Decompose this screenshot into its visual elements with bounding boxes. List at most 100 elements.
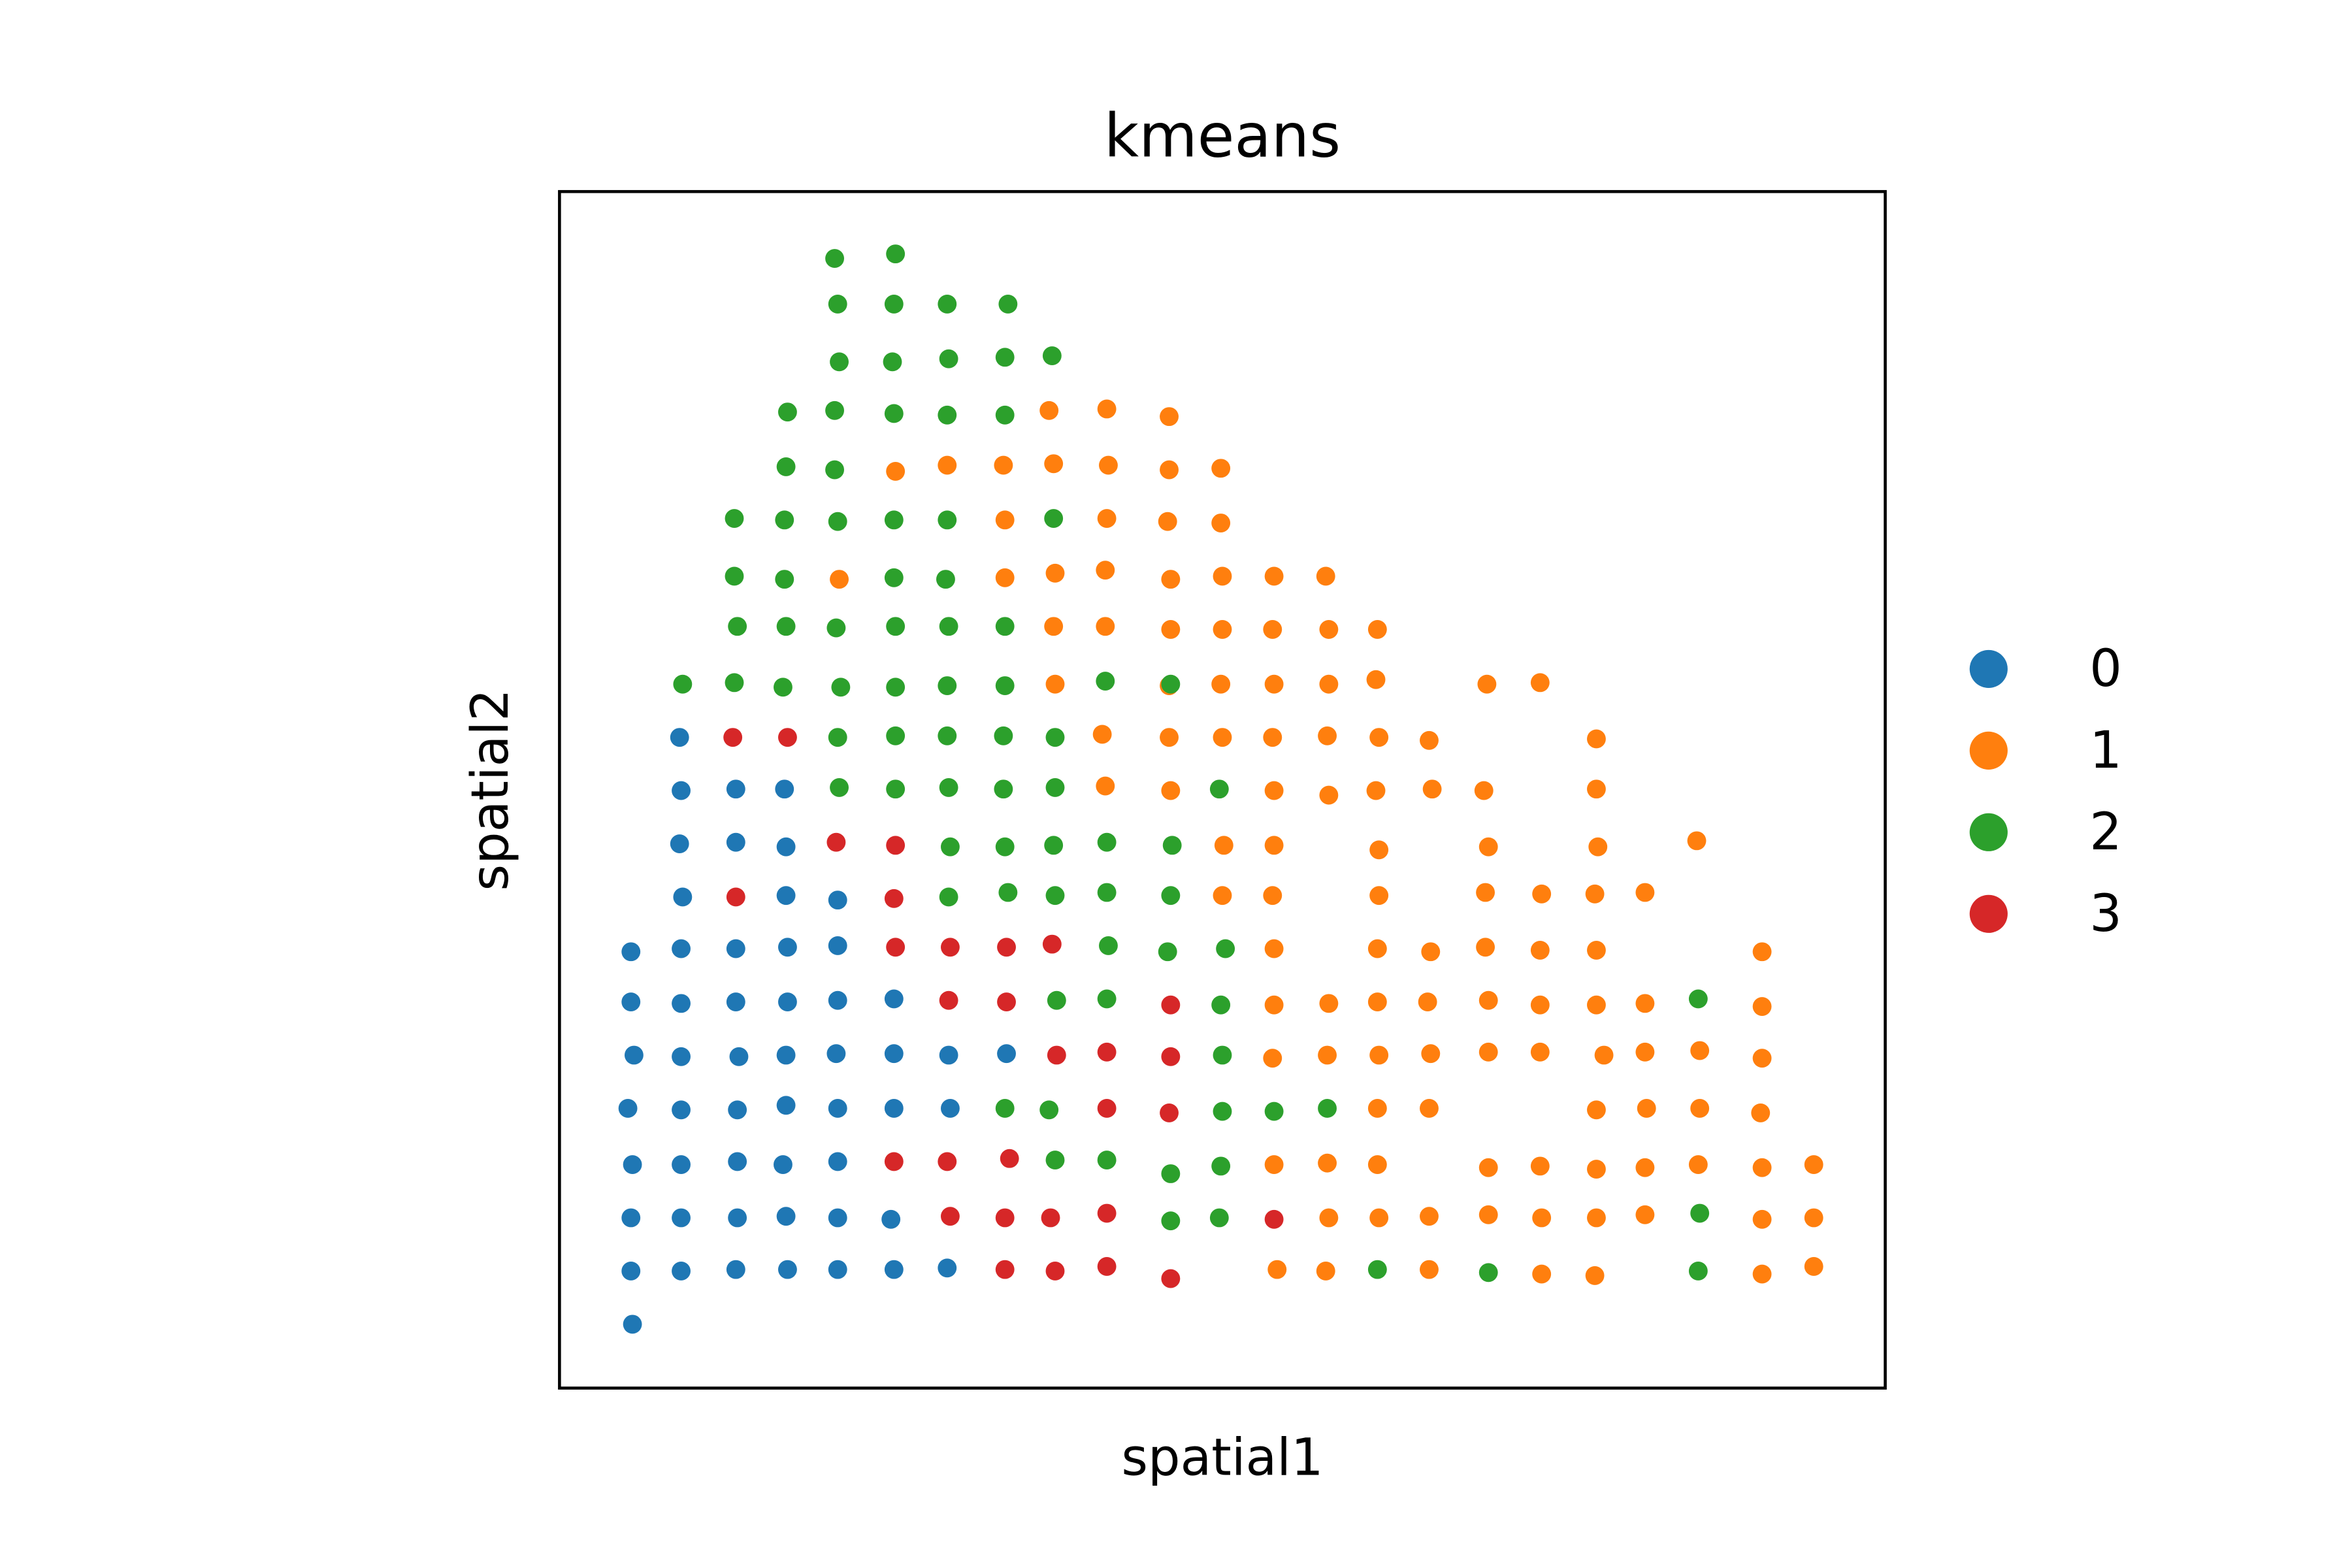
data-point-cluster-2 bbox=[1045, 1151, 1065, 1169]
data-point-cluster-2 bbox=[884, 510, 904, 530]
data-point-cluster-1 bbox=[830, 570, 849, 589]
data-point-cluster-1 bbox=[1587, 941, 1606, 960]
data-point-cluster-3 bbox=[884, 889, 904, 908]
legend-label-3: 3 bbox=[2089, 885, 2122, 943]
data-point-cluster-2 bbox=[825, 400, 844, 420]
data-point-cluster-0 bbox=[938, 1258, 957, 1278]
data-point-cluster-2 bbox=[884, 404, 904, 423]
data-point-cluster-2 bbox=[828, 728, 847, 747]
data-point-cluster-1 bbox=[1097, 399, 1117, 419]
data-point-cluster-1 bbox=[1264, 1155, 1284, 1174]
data-point-cluster-1 bbox=[1211, 674, 1231, 694]
data-point-cluster-3 bbox=[1042, 934, 1062, 954]
data-point-cluster-1 bbox=[1420, 1207, 1439, 1226]
data-point-cluster-2 bbox=[995, 837, 1015, 857]
data-point-cluster-1 bbox=[1752, 942, 1772, 962]
data-point-cluster-0 bbox=[728, 1152, 747, 1171]
data-point-cluster-1 bbox=[1422, 779, 1442, 799]
data-point-cluster-0 bbox=[778, 1260, 797, 1279]
data-point-cluster-2 bbox=[1099, 936, 1118, 955]
data-point-cluster-1 bbox=[1690, 1041, 1710, 1060]
data-point-cluster-2 bbox=[1162, 836, 1182, 855]
data-point-cluster-1 bbox=[1478, 1205, 1498, 1224]
data-point-cluster-2 bbox=[995, 1099, 1015, 1118]
data-point-cluster-2 bbox=[1096, 672, 1115, 691]
data-point-cluster-1 bbox=[1532, 884, 1552, 904]
data-point-cluster-0 bbox=[624, 1045, 644, 1065]
data-point-cluster-0 bbox=[726, 1260, 745, 1279]
data-point-cluster-1 bbox=[1264, 674, 1284, 694]
data-point-cluster-1 bbox=[1044, 454, 1064, 474]
data-point-cluster-2 bbox=[886, 726, 906, 745]
data-point-cluster-0 bbox=[884, 1099, 904, 1118]
data-point-cluster-0 bbox=[726, 779, 745, 799]
data-point-cluster-0 bbox=[726, 992, 745, 1011]
data-point-cluster-1 bbox=[1478, 990, 1498, 1010]
data-point-cluster-1 bbox=[1319, 674, 1339, 694]
data-point-cluster-2 bbox=[1045, 728, 1065, 747]
data-point-cluster-1 bbox=[1420, 1099, 1439, 1118]
data-point-cluster-2 bbox=[1045, 778, 1065, 797]
legend-marker-0 bbox=[1969, 649, 2008, 689]
data-point-cluster-1 bbox=[1804, 1208, 1823, 1228]
data-point-cluster-2 bbox=[1039, 1100, 1059, 1120]
data-point-cluster-2 bbox=[886, 678, 906, 697]
data-point-cluster-0 bbox=[776, 886, 796, 906]
data-point-cluster-2 bbox=[775, 510, 794, 530]
data-point-cluster-1 bbox=[995, 568, 1015, 587]
data-point-cluster-1 bbox=[1316, 1262, 1335, 1281]
data-point-cluster-1 bbox=[1319, 619, 1339, 639]
data-point-cluster-1 bbox=[1160, 460, 1179, 480]
data-point-cluster-1 bbox=[1092, 725, 1112, 744]
data-point-cluster-1 bbox=[1585, 884, 1605, 904]
data-point-cluster-1 bbox=[1530, 941, 1550, 960]
data-point-cluster-1 bbox=[1263, 728, 1282, 747]
data-point-cluster-1 bbox=[1585, 1266, 1605, 1285]
data-point-cluster-2 bbox=[1161, 674, 1181, 694]
data-point-cluster-2 bbox=[828, 512, 847, 531]
legend-marker-3 bbox=[1969, 894, 2008, 933]
data-point-cluster-3 bbox=[1161, 1269, 1181, 1288]
data-point-cluster-2 bbox=[725, 509, 744, 528]
data-point-cluster-3 bbox=[995, 1208, 1015, 1228]
data-point-cluster-1 bbox=[1160, 728, 1179, 747]
data-point-cluster-1 bbox=[1594, 1045, 1614, 1065]
data-point-cluster-0 bbox=[776, 1045, 796, 1065]
data-point-cluster-1 bbox=[1267, 1260, 1287, 1279]
data-point-cluster-2 bbox=[830, 778, 849, 797]
data-point-cluster-1 bbox=[1264, 566, 1284, 586]
data-point-cluster-1 bbox=[1264, 836, 1284, 855]
data-point-cluster-1 bbox=[1687, 831, 1707, 851]
data-point-cluster-1 bbox=[1369, 1208, 1389, 1228]
data-point-cluster-2 bbox=[1044, 836, 1064, 855]
data-point-cluster-2 bbox=[939, 617, 958, 636]
chart-title: kmeans bbox=[1104, 101, 1341, 171]
data-point-cluster-2 bbox=[1209, 1208, 1229, 1228]
data-point-cluster-2 bbox=[1211, 1156, 1231, 1176]
data-point-cluster-1 bbox=[1478, 1042, 1498, 1062]
data-point-cluster-1 bbox=[1530, 995, 1550, 1015]
data-point-cluster-2 bbox=[1367, 1260, 1387, 1279]
data-point-cluster-2 bbox=[1097, 1151, 1117, 1169]
data-point-cluster-3 bbox=[886, 836, 906, 855]
data-point-cluster-1 bbox=[1635, 1205, 1655, 1224]
data-point-cluster-0 bbox=[670, 834, 689, 853]
data-point-cluster-0 bbox=[726, 939, 745, 958]
data-point-cluster-1 bbox=[1161, 570, 1181, 589]
data-point-cluster-1 bbox=[1096, 617, 1115, 636]
data-point-cluster-2 bbox=[884, 294, 904, 314]
data-point-cluster-2 bbox=[886, 244, 906, 264]
data-point-cluster-1 bbox=[1532, 1208, 1552, 1228]
data-point-cluster-0 bbox=[672, 1262, 691, 1281]
data-point-cluster-0 bbox=[672, 1100, 691, 1120]
data-point-cluster-2 bbox=[1478, 1263, 1498, 1282]
data-point-cluster-2 bbox=[830, 352, 849, 372]
data-point-cluster-1 bbox=[1097, 509, 1117, 528]
data-point-cluster-1 bbox=[1316, 566, 1335, 586]
data-point-cluster-1 bbox=[1045, 674, 1065, 694]
data-point-cluster-2 bbox=[884, 568, 904, 587]
data-point-cluster-1 bbox=[1367, 1099, 1387, 1118]
data-point-cluster-1 bbox=[1588, 837, 1608, 857]
data-point-cluster-0 bbox=[672, 1208, 691, 1228]
